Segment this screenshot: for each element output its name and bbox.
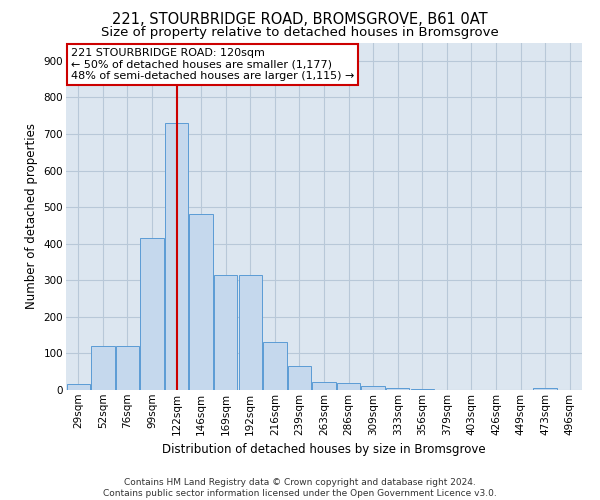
Y-axis label: Number of detached properties: Number of detached properties <box>25 123 38 309</box>
Text: Contains HM Land Registry data © Crown copyright and database right 2024.
Contai: Contains HM Land Registry data © Crown c… <box>103 478 497 498</box>
Bar <box>361 386 385 390</box>
Bar <box>165 123 188 390</box>
Bar <box>337 384 360 390</box>
Bar <box>410 388 434 390</box>
Bar <box>67 384 90 390</box>
Bar <box>533 388 557 390</box>
Text: 221 STOURBRIDGE ROAD: 120sqm
← 50% of detached houses are smaller (1,177)
48% of: 221 STOURBRIDGE ROAD: 120sqm ← 50% of de… <box>71 48 355 81</box>
Bar <box>91 346 115 390</box>
Bar <box>288 366 311 390</box>
Bar <box>386 388 409 390</box>
Bar <box>313 382 335 390</box>
Text: Size of property relative to detached houses in Bromsgrove: Size of property relative to detached ho… <box>101 26 499 39</box>
Text: 221, STOURBRIDGE ROAD, BROMSGROVE, B61 0AT: 221, STOURBRIDGE ROAD, BROMSGROVE, B61 0… <box>112 12 488 28</box>
Bar <box>214 275 238 390</box>
Bar <box>190 214 213 390</box>
X-axis label: Distribution of detached houses by size in Bromsgrove: Distribution of detached houses by size … <box>162 443 486 456</box>
Bar <box>140 238 164 390</box>
Bar <box>239 275 262 390</box>
Bar <box>263 342 287 390</box>
Bar <box>116 346 139 390</box>
